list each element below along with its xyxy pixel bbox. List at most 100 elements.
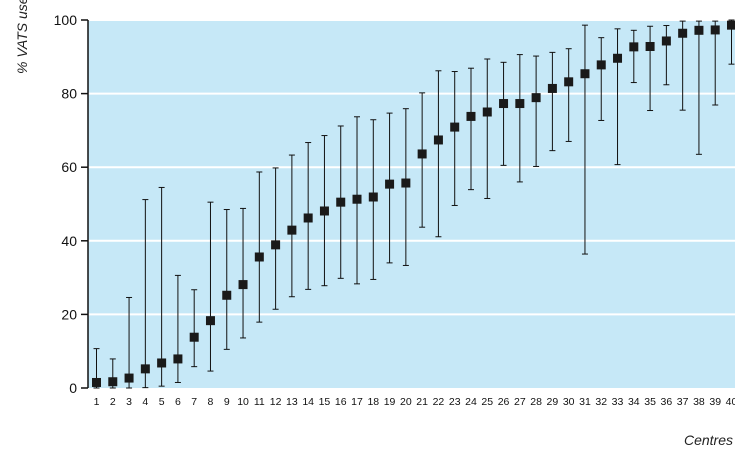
data-point-6 (173, 354, 183, 364)
x-tick-label-17: 17 (351, 396, 363, 408)
x-tick-label-32: 32 (595, 396, 607, 408)
y-tick-label-20: 20 (61, 306, 77, 322)
x-tick-label-30: 30 (563, 396, 575, 408)
x-tick-label-23: 23 (449, 396, 461, 408)
data-point-11 (254, 252, 264, 262)
error-bar-34 (630, 29, 637, 84)
error-bar-30 (565, 48, 572, 142)
data-point-32 (596, 60, 606, 70)
error-bar-22 (435, 70, 442, 238)
x-tick-label-14: 14 (302, 396, 314, 408)
data-point-34 (629, 42, 639, 52)
x-tick-label-38: 38 (693, 396, 705, 408)
error-bar-29 (549, 51, 556, 152)
x-tick-label-15: 15 (319, 396, 331, 408)
error-bar-32 (598, 37, 605, 121)
x-tick-label-37: 37 (677, 396, 689, 408)
error-bar-35 (647, 25, 654, 112)
data-point-20 (401, 178, 411, 188)
data-point-29 (547, 83, 557, 93)
data-point-24 (466, 111, 476, 121)
error-bar-21 (419, 92, 426, 228)
x-tick-label-7: 7 (191, 396, 197, 408)
error-bar-3 (126, 296, 133, 389)
data-point-16 (336, 197, 346, 207)
x-tick-label-36: 36 (661, 396, 673, 408)
x-tick-label-19: 19 (384, 396, 396, 408)
error-bar-23 (451, 71, 458, 206)
gridlines (88, 19, 735, 316)
error-bar-25 (484, 58, 491, 199)
data-point-1 (92, 377, 101, 387)
data-point-40 (727, 20, 735, 30)
y-tick-label-0: 0 (69, 380, 77, 396)
x-tick-label-1: 1 (94, 396, 100, 408)
error-bar-4 (142, 199, 149, 389)
x-tick-label-28: 28 (530, 396, 542, 408)
data-point-7 (189, 332, 199, 342)
error-bar-6 (174, 274, 181, 383)
error-bar-11 (256, 171, 263, 323)
error-bar-12 (272, 167, 279, 310)
x-tick-label-12: 12 (270, 396, 282, 408)
data-point-26 (499, 99, 509, 109)
data-point-23 (450, 122, 460, 132)
x-tick-label-9: 9 (224, 396, 230, 408)
data-point-28 (531, 93, 541, 103)
x-tick-label-22: 22 (433, 396, 445, 408)
error-bar-26 (500, 61, 507, 166)
x-axis-label: Centres (683, 432, 733, 448)
y-tick-label-100: 100 (54, 12, 78, 28)
error-bar-28 (533, 55, 540, 167)
x-tick-label-4: 4 (142, 396, 148, 408)
x-tick-label-39: 39 (709, 396, 721, 408)
data-point-36 (661, 36, 671, 46)
y-tick-label-80: 80 (61, 86, 77, 102)
data-point-19 (385, 179, 395, 189)
data-point-3 (124, 373, 134, 383)
data-point-33 (613, 53, 623, 63)
data-points (92, 20, 735, 387)
error-bar-5 (158, 186, 165, 387)
x-tick-label-16: 16 (335, 396, 347, 408)
data-point-8 (205, 316, 215, 326)
error-bar-24 (467, 67, 474, 191)
error-bar-8 (207, 201, 214, 372)
data-point-39 (710, 25, 720, 35)
error-bar-39 (712, 20, 719, 106)
data-point-31 (580, 69, 590, 79)
x-tick-label-25: 25 (481, 396, 493, 408)
x-tick-label-6: 6 (175, 396, 181, 408)
error-bar-38 (695, 20, 702, 155)
data-point-5 (157, 358, 167, 368)
error-bar-27 (516, 54, 523, 183)
x-tick-label-29: 29 (547, 396, 559, 408)
x-tick-label-35: 35 (644, 396, 656, 408)
data-point-38 (694, 25, 704, 35)
x-tick-label-3: 3 (126, 396, 132, 408)
error-bar-33 (614, 28, 621, 166)
x-tick-label-21: 21 (416, 396, 428, 408)
x-tick-label-2: 2 (110, 396, 116, 408)
data-point-21 (417, 149, 427, 159)
error-bar-9 (223, 209, 230, 350)
y-axis-label: % VATS use (14, 0, 30, 74)
x-tick-label-26: 26 (498, 396, 510, 408)
plot-area (88, 20, 735, 388)
data-point-37 (678, 28, 688, 38)
x-tick-label-33: 33 (612, 396, 624, 408)
x-tick-label-34: 34 (628, 396, 640, 408)
x-tick-label-18: 18 (367, 396, 379, 408)
x-tick-label-10: 10 (237, 396, 249, 408)
data-point-9 (222, 290, 232, 300)
x-tick-label-40: 40 (726, 396, 735, 408)
x-tick-label-31: 31 (579, 396, 591, 408)
data-point-14 (303, 213, 313, 223)
data-point-15 (319, 206, 329, 216)
x-tick-label-24: 24 (465, 396, 477, 408)
y-tick-label-60: 60 (61, 159, 77, 175)
x-tick-label-5: 5 (159, 396, 165, 408)
data-point-22 (433, 135, 443, 145)
